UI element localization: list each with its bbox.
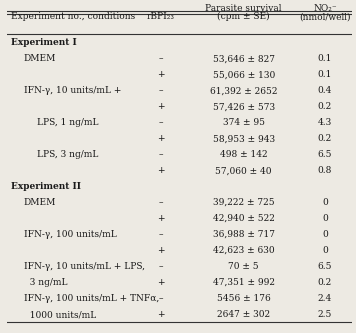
Text: 0.2: 0.2 [318,102,332,111]
Text: IFN-γ, 100 units/mL: IFN-γ, 100 units/mL [24,230,116,239]
Text: –: – [158,294,163,303]
Text: Experiment II: Experiment II [11,182,80,191]
Text: 0.2: 0.2 [318,134,332,143]
Text: 0.4: 0.4 [318,86,332,95]
Text: Parasite survival: Parasite survival [205,4,282,13]
Text: 0.1: 0.1 [318,70,332,79]
Text: 0: 0 [322,214,328,223]
Text: 36,988 ± 717: 36,988 ± 717 [213,230,275,239]
Text: 42,940 ± 522: 42,940 ± 522 [213,214,274,223]
Text: 39,222 ± 725: 39,222 ± 725 [213,198,274,207]
Text: rBPI₂₃: rBPI₂₃ [147,12,175,21]
Text: 70 ± 5: 70 ± 5 [228,262,259,271]
Text: +: + [157,102,164,111]
Text: 47,351 ± 992: 47,351 ± 992 [213,278,275,287]
Text: –: – [158,150,163,159]
Text: Experiment I: Experiment I [11,38,76,47]
Text: +: + [157,310,164,319]
Text: +: + [157,134,164,143]
Text: –: – [158,262,163,271]
Text: NO₂⁻: NO₂⁻ [313,4,337,13]
Text: IFN-γ, 10 units/mL +: IFN-γ, 10 units/mL + [24,86,121,95]
Text: 3 ng/mL: 3 ng/mL [24,278,67,287]
Text: DMEM: DMEM [24,198,56,207]
Text: +: + [157,214,164,223]
Text: 0.2: 0.2 [318,278,332,287]
Text: 2.5: 2.5 [318,310,332,319]
Text: 53,646 ± 827: 53,646 ± 827 [213,54,275,63]
Text: +: + [157,70,164,79]
Text: 42,623 ± 630: 42,623 ± 630 [213,246,274,255]
Text: Experiment no., conditions: Experiment no., conditions [11,12,135,21]
Text: (cpm ± SE): (cpm ± SE) [218,12,270,21]
Text: 0: 0 [322,230,328,239]
Text: IFN-γ, 10 units/mL + LPS,: IFN-γ, 10 units/mL + LPS, [24,262,145,271]
Text: –: – [158,118,163,127]
Text: +: + [157,278,164,287]
Text: 0.8: 0.8 [318,166,332,175]
Text: 0: 0 [322,246,328,255]
Text: 58,953 ± 943: 58,953 ± 943 [213,134,275,143]
Text: –: – [158,86,163,95]
Text: DMEM: DMEM [24,54,56,63]
Text: –: – [158,230,163,239]
Text: 2647 ± 302: 2647 ± 302 [217,310,270,319]
Text: +: + [157,166,164,175]
Text: 6.5: 6.5 [318,262,332,271]
Text: –: – [158,54,163,63]
Text: (nmol/well): (nmol/well) [299,12,351,21]
Text: 0: 0 [322,198,328,207]
Text: 6.5: 6.5 [318,150,332,159]
Text: 374 ± 95: 374 ± 95 [222,118,265,127]
Text: 57,426 ± 573: 57,426 ± 573 [213,102,275,111]
Text: 61,392 ± 2652: 61,392 ± 2652 [210,86,277,95]
Text: 4.3: 4.3 [318,118,332,127]
Text: 55,066 ± 130: 55,066 ± 130 [213,70,275,79]
Text: 2.4: 2.4 [318,294,332,303]
Text: 0.1: 0.1 [318,54,332,63]
Text: +: + [157,246,164,255]
Text: IFN-γ, 100 units/mL + TNFα,: IFN-γ, 100 units/mL + TNFα, [24,294,159,303]
Text: 1000 units/mL: 1000 units/mL [24,310,96,319]
Text: 498 ± 142: 498 ± 142 [220,150,267,159]
Text: 57,060 ± 40: 57,060 ± 40 [215,166,272,175]
Text: LPS, 3 ng/mL: LPS, 3 ng/mL [37,150,98,159]
Text: LPS, 1 ng/mL: LPS, 1 ng/mL [37,118,98,127]
Text: –: – [158,198,163,207]
Text: 5456 ± 176: 5456 ± 176 [217,294,271,303]
